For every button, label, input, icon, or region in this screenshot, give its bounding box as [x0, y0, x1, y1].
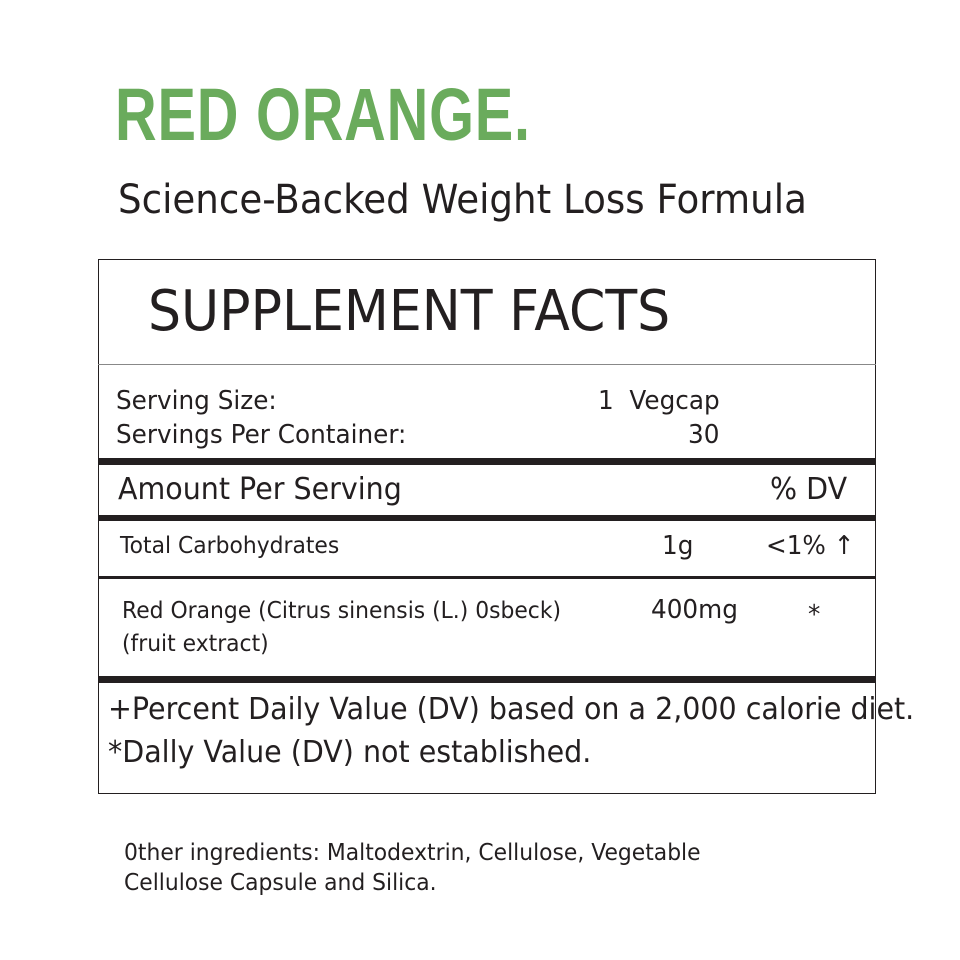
tagline: Science-Backed Weight Loss Formula — [118, 177, 807, 223]
other-ingredients: 0ther ingredients: Maltodextrin, Cellulo… — [124, 840, 701, 866]
nutrient-dv: * — [808, 600, 821, 630]
serving-value: 30 — [688, 420, 720, 450]
serving-value: 1 Vegcap — [598, 386, 720, 416]
dv-header: % DV — [770, 472, 848, 507]
thick-divider — [98, 676, 876, 683]
facts-panel — [98, 259, 876, 794]
divider — [98, 576, 876, 579]
serving-label: Serving Size: — [116, 386, 277, 416]
nutrient-name: (fruit extract) — [122, 631, 269, 657]
nutrient-name: Red Orange (Citrus sinensis (L.) 0sbeck) — [122, 598, 562, 624]
amount-header: Amount Per Serving — [118, 472, 402, 507]
thick-divider — [98, 458, 876, 465]
footnote: *Dally Value (DV) not established. — [108, 735, 592, 770]
nutrient-amount: 1g — [662, 531, 694, 561]
serving-label: Servings Per Container: — [116, 420, 407, 450]
divider — [98, 364, 876, 365]
nutrient-dv: <1% ↑ — [766, 531, 855, 561]
other-ingredients: Cellulose Capsule and Silica. — [124, 870, 437, 896]
nutrient-amount: 400mg — [651, 595, 738, 625]
thick-divider — [98, 515, 876, 521]
facts-title: SUPPLEMENT FACTS — [148, 279, 671, 344]
footnote: +Percent Daily Value (DV) based on a 2,0… — [108, 692, 915, 727]
nutrient-name: Total Carbohydrates — [120, 533, 340, 559]
brand: RED ORANGE. — [115, 73, 531, 156]
